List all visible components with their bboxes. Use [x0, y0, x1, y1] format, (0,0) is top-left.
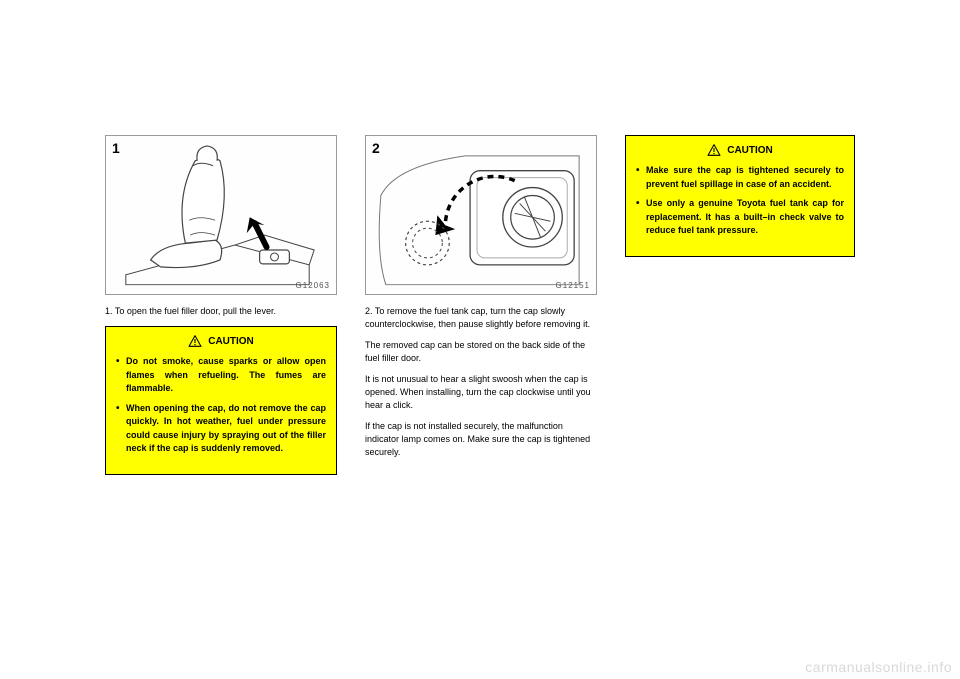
caution-2-list: Make sure the cap is tightened securely …	[636, 164, 844, 238]
warning-triangle-icon	[188, 335, 202, 347]
figure-1-frame: 1	[105, 135, 337, 295]
caution-1-header: CAUTION	[116, 335, 326, 347]
page-header	[105, 118, 855, 132]
page-content: 1	[105, 135, 855, 475]
col2-body-2: The removed cap can be stored on the bac…	[365, 339, 597, 365]
caution-1-item-1: When opening the cap, do not remove the …	[116, 402, 326, 456]
figure-1-code: G12063	[296, 281, 330, 290]
columns-wrapper: 1	[105, 135, 855, 475]
figure-1-illustration	[106, 136, 336, 295]
column-3: CAUTION Make sure the cap is tightened s…	[625, 135, 855, 475]
column-2: 2	[365, 135, 597, 475]
col2-body-1: 2. To remove the fuel tank cap, turn the…	[365, 305, 597, 331]
caution-2-item-1: Use only a genuine Toyota fuel tank cap …	[636, 197, 844, 238]
watermark: carmanualsonline.info	[805, 659, 952, 675]
caution-2-header: CAUTION	[636, 144, 844, 156]
figure-2-frame: 2	[365, 135, 597, 295]
caution-2-title: CAUTION	[727, 145, 773, 156]
caution-box-1: CAUTION Do not smoke, cause sparks or al…	[105, 326, 337, 475]
caution-box-2: CAUTION Make sure the cap is tightened s…	[625, 135, 855, 257]
warning-triangle-icon	[707, 144, 721, 156]
figure-2-code: G12151	[556, 281, 590, 290]
caution-1-list: Do not smoke, cause sparks or allow open…	[116, 355, 326, 456]
caution-1-title: CAUTION	[208, 336, 254, 347]
column-1: 1	[105, 135, 337, 475]
col2-body-3: It is not unusual to hear a slight swoos…	[365, 373, 597, 412]
col1-body-1: 1. To open the fuel filler door, pull th…	[105, 305, 337, 318]
caution-1-item-0: Do not smoke, cause sparks or allow open…	[116, 355, 326, 396]
caution-2-item-0: Make sure the cap is tightened securely …	[636, 164, 844, 191]
col2-body-4: If the cap is not installed securely, th…	[365, 420, 597, 459]
figure-2-illustration	[366, 136, 596, 295]
